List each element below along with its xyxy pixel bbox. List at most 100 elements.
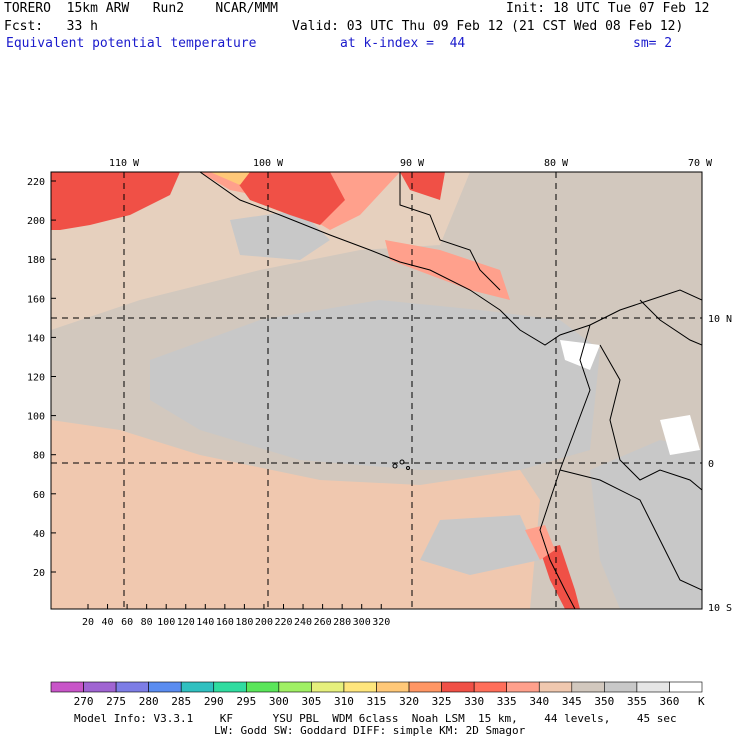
fcst-value: 33 h xyxy=(66,19,98,34)
x-tick-label: 80 xyxy=(141,617,153,628)
lon-labels: 110 W 100 W 90 W 80 W 70 W xyxy=(109,158,713,169)
y-tick-label: 180 xyxy=(27,255,45,266)
colorbar-label: 355 xyxy=(627,695,647,708)
level-label: at k-index = 44 xyxy=(340,36,466,51)
x-tick-label: 100 xyxy=(157,617,175,628)
colorbar-swatch xyxy=(246,681,280,693)
lon-label: 80 W xyxy=(544,158,569,169)
x-tick-label: 120 xyxy=(177,617,195,628)
model-resolution: 15km ARW xyxy=(66,1,130,16)
x-tick-label: 140 xyxy=(196,617,214,628)
colorbar-swatch xyxy=(343,681,377,693)
x-tick-label: 180 xyxy=(235,617,253,628)
y-tick-label: 120 xyxy=(27,373,45,384)
colorbar-swatch xyxy=(376,681,410,693)
border-colombia xyxy=(599,344,702,491)
colorbar-swatch xyxy=(213,681,247,693)
lat-label: 0 xyxy=(708,459,714,470)
galapagos-island-2 xyxy=(399,459,405,465)
field-cool-center xyxy=(150,300,600,470)
lon-label: 110 W xyxy=(109,158,140,169)
colorbar-label: 270 xyxy=(74,695,94,708)
coastline-central-america xyxy=(199,172,702,346)
galapagos-island-3 xyxy=(406,466,410,470)
y-axis: 220 200 180 160 140 120 100 80 60 40 20 xyxy=(27,177,56,579)
y-tick-label: 200 xyxy=(27,216,45,227)
x-tick-label: 300 xyxy=(353,617,371,628)
colorbar-label: 360 xyxy=(660,695,680,708)
y-tick-label: 40 xyxy=(33,529,45,540)
x-tick-label: 20 xyxy=(82,617,94,628)
colorbar-label: 290 xyxy=(204,695,224,708)
x-tick-label: 280 xyxy=(333,617,351,628)
colorbar-label: 295 xyxy=(236,695,256,708)
colorbar-label: 335 xyxy=(497,695,517,708)
lon-label: 90 W xyxy=(400,158,425,169)
lon-label: 100 W xyxy=(253,158,284,169)
map-frame xyxy=(50,171,703,610)
lat-label: 10 S xyxy=(708,603,732,614)
field-hot-northwest xyxy=(51,172,180,230)
colorbar-label: 280 xyxy=(139,695,159,708)
x-tick-label: 240 xyxy=(294,617,312,628)
run-label: Run2 xyxy=(152,1,185,16)
colorbar-swatch xyxy=(506,681,540,693)
x-axis: 20 40 60 80 100 120 140 160 180 200 220 240 260 280 30… xyxy=(82,604,390,628)
field-hotspot xyxy=(210,172,250,185)
field-hot-mexico xyxy=(230,172,345,225)
colorbar-swatch xyxy=(50,681,84,693)
smoothing-label: sm= 2 xyxy=(633,36,673,51)
field-hot-gulf xyxy=(400,172,445,200)
physics-info-line: LW: Godd SW: Goddard DIFF: simple KM: 2D… xyxy=(214,724,526,737)
colorbar-label: 310 xyxy=(334,695,354,708)
y-tick-label: 100 xyxy=(27,412,45,423)
model-info-line: Model Info: V3.3.1 KF YSU PBL WDM 6class… xyxy=(74,712,677,725)
colorbar-swatch xyxy=(83,681,117,693)
colorbar-label: 350 xyxy=(594,695,614,708)
field-white-patch xyxy=(560,340,600,370)
colorbar-swatch xyxy=(604,681,638,693)
colorbar-swatch xyxy=(636,681,670,693)
colorbar-label: 285 xyxy=(171,695,191,708)
coastline-yucatan xyxy=(399,172,501,291)
coastline-south-america-west xyxy=(539,324,591,609)
colorbar-swatch xyxy=(571,681,605,693)
y-tick-label: 140 xyxy=(27,333,45,344)
header-line1: TORERO 15km ARW Run2 NCAR/MMM xyxy=(4,2,278,16)
colorbar-label: 300 xyxy=(269,695,289,708)
graticule xyxy=(51,172,702,609)
field-cool-patch xyxy=(230,210,330,260)
x-tick-label: 200 xyxy=(255,617,273,628)
field-white-patch-2 xyxy=(660,415,700,455)
y-tick-label: 20 xyxy=(33,568,45,579)
model-name: TORERO xyxy=(4,1,51,16)
colorbar-label: 330 xyxy=(464,695,484,708)
colorbar: 270 275 280 285 290 295 300 305 310 315 320 325 330 3… xyxy=(50,681,703,708)
x-tick-label: 320 xyxy=(372,617,390,628)
x-tick-label: 40 xyxy=(102,617,114,628)
lon-label: 70 W xyxy=(688,158,713,169)
colorbar-swatch xyxy=(148,681,182,693)
fcst-label: Fcst: xyxy=(4,19,44,34)
colorbar-swatch xyxy=(669,681,703,693)
field-cool-south xyxy=(420,515,540,575)
init-time: Init: 18 UTC Tue 07 Feb 12 xyxy=(506,1,710,16)
colorbar-label: 305 xyxy=(301,695,321,708)
colorbar-label: 345 xyxy=(562,695,582,708)
field-warm-isthmus xyxy=(385,240,510,300)
lat-label: 10 N xyxy=(708,314,732,325)
colorbar-swatch xyxy=(115,681,149,693)
colorbar-label: 340 xyxy=(529,695,549,708)
colorbar-label: 325 xyxy=(432,695,452,708)
colorbar-swatch xyxy=(538,681,573,693)
org-label: NCAR/MMM xyxy=(215,1,278,16)
colorbar-label: 320 xyxy=(399,695,419,708)
coastline-venezuela xyxy=(639,299,702,346)
x-tick-label: 260 xyxy=(314,617,332,628)
colorbar-label: 315 xyxy=(367,695,387,708)
y-tick-label: 60 xyxy=(33,490,45,501)
x-tick-label: 160 xyxy=(216,617,234,628)
colorbar-swatch xyxy=(441,681,475,693)
x-tick-label: 60 xyxy=(121,617,133,628)
